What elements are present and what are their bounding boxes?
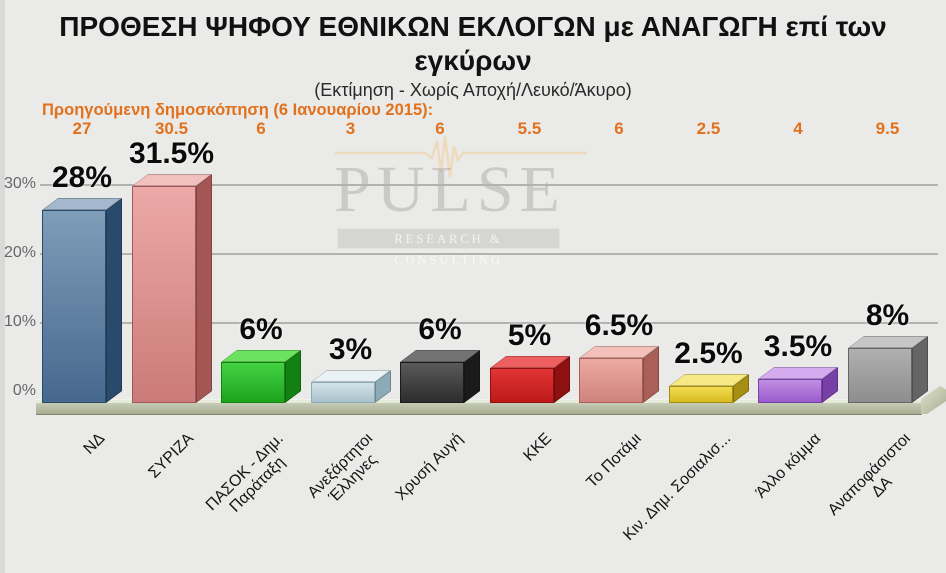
category-label: ΝΔ xyxy=(80,430,109,458)
bar-value-label: 31.5% xyxy=(128,137,215,170)
chart-subtitle: (Εκτίμηση - Χωρίς Αποχή/Λευκό/Άκυρο) xyxy=(314,80,632,100)
previous-poll-value: 6 xyxy=(435,119,445,138)
bar-value-label: 3% xyxy=(328,333,373,366)
gridline-30 xyxy=(40,184,938,186)
bar-5-front-face xyxy=(490,368,554,403)
bar-value-label: 5% xyxy=(507,319,552,352)
bar-1-side-face xyxy=(196,173,212,403)
previous-poll-value: 6 xyxy=(256,119,266,138)
bar-value-label: 3.5% xyxy=(763,330,833,363)
bar-value-label: 6% xyxy=(418,313,462,346)
bar-value-label: 8% xyxy=(865,299,910,332)
category-label: Το Ποτάμι xyxy=(583,430,646,492)
bar-9-front-face xyxy=(848,348,912,403)
category-label: Αναποφάσιστοι ΔΑ xyxy=(824,430,914,519)
watermark-pulse-logo: PULSE xyxy=(334,153,566,226)
watermark-tagline: RESEARCH & CONSULTING xyxy=(337,228,560,267)
chart-title: ΠΡΟΘΕΣΗ ΨΗΦΟΥ ΕΘΝΙΚΩΝ ΕΚΛΟΓΩΝ με ΑΝΑΓΩΓΗ… xyxy=(59,11,887,77)
category-label: ΠΑΣΟΚ - Δημ. Παράταξη xyxy=(202,430,289,516)
previous-poll-label: Προηγούμενη δημοσκόπηση (6 Ιανουαρίου 20… xyxy=(42,101,434,119)
chart-floor-top xyxy=(36,399,922,403)
category-label: Άλλο κόμμα xyxy=(752,430,825,502)
y-axis-tick-label: 30% xyxy=(3,175,36,192)
y-axis-tick-label: 10% xyxy=(3,313,36,330)
previous-poll-value: 5.5 xyxy=(517,119,542,138)
previous-poll-value: 2.5 xyxy=(696,119,721,138)
previous-poll-value: 3 xyxy=(345,119,356,138)
y-axis-tick-label: 20% xyxy=(3,244,36,261)
previous-poll-value: 27 xyxy=(72,119,92,138)
pulse-ekg-icon xyxy=(335,135,587,178)
bar-6-front-face xyxy=(579,358,643,403)
bar-8-front-face xyxy=(758,379,822,403)
category-label: ΚΚΕ xyxy=(520,430,556,465)
bar-value-label: 6.5% xyxy=(584,309,654,342)
left-edge-shade xyxy=(0,0,5,573)
bar-value-label: 2.5% xyxy=(674,337,743,370)
bar-1-front-face xyxy=(132,186,196,403)
previous-poll-value: 6 xyxy=(614,119,624,138)
previous-poll-value: 30.5 xyxy=(154,119,189,138)
bar-3-front-face xyxy=(311,382,375,403)
bar-value-label: 6% xyxy=(239,313,283,346)
previous-poll-value: 4 xyxy=(793,119,803,138)
gridline-20 xyxy=(40,253,938,255)
bar-0-side-face xyxy=(106,197,122,403)
bar-value-label: 28% xyxy=(51,161,113,194)
bar-4-front-face xyxy=(400,362,464,403)
bar-7-front-face xyxy=(669,386,733,403)
gridline-10 xyxy=(40,322,938,324)
category-label: Χρυσή Αυγή xyxy=(392,430,467,504)
bar-0-front-face xyxy=(42,210,106,403)
previous-poll-value: 9.5 xyxy=(875,119,900,138)
category-label: Ανεξάρτητοι Έλληνες xyxy=(305,430,381,506)
chart-floor xyxy=(36,403,922,415)
y-axis-tick-label: 0% xyxy=(12,382,36,399)
bar-2-front-face xyxy=(221,362,285,403)
category-label: ΣΥΡΙΖΑ xyxy=(145,430,198,482)
